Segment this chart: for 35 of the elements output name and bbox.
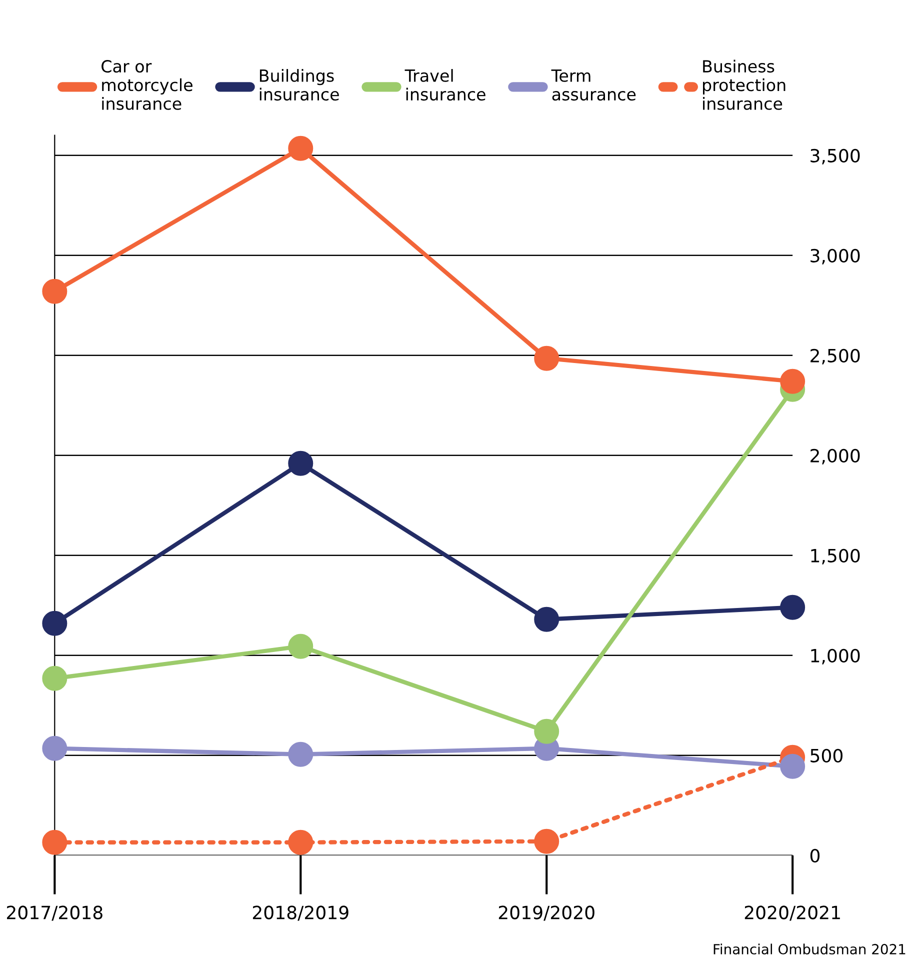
point — [780, 754, 806, 779]
y-tick-label: 3,000 — [810, 248, 860, 264]
legend-label: Travel insurance — [404, 69, 486, 101]
y-tick-label: 2,500 — [810, 348, 860, 364]
point — [534, 828, 560, 854]
y-tick-label: 1,500 — [811, 548, 860, 564]
y-tick-label: 2,000 — [810, 448, 860, 464]
point — [42, 830, 68, 855]
point — [288, 136, 314, 161]
point — [534, 718, 560, 744]
x-tick-label: 2019/2020 — [498, 906, 594, 921]
point — [42, 666, 68, 691]
y-tick-label: 500 — [810, 748, 842, 762]
x-tick-label: 2018/2019 — [252, 906, 348, 921]
point — [42, 610, 68, 636]
y-tick-label: 3,500 — [810, 148, 860, 164]
point — [288, 742, 314, 767]
legend-label: Car or motorcycle insurance — [102, 60, 192, 110]
point — [42, 278, 68, 304]
point — [42, 736, 68, 761]
point — [288, 450, 314, 476]
point — [534, 346, 560, 371]
text: Financial Ombudsman 2021 — [714, 944, 906, 954]
point — [288, 634, 314, 659]
legend-label: Business protection insurance — [703, 60, 786, 110]
legend-label: Term assurance — [551, 70, 636, 101]
point — [288, 830, 314, 855]
y-tick-label: 0 — [810, 848, 820, 862]
point — [534, 606, 560, 632]
y-tick-label: 1,000 — [811, 648, 860, 664]
x-tick-label: 2020/2021 — [744, 906, 840, 921]
point — [780, 594, 806, 620]
x-tick-label: 2017/2018 — [6, 906, 102, 921]
point — [780, 368, 806, 394]
legend-label: Buildings insurance — [260, 69, 339, 101]
